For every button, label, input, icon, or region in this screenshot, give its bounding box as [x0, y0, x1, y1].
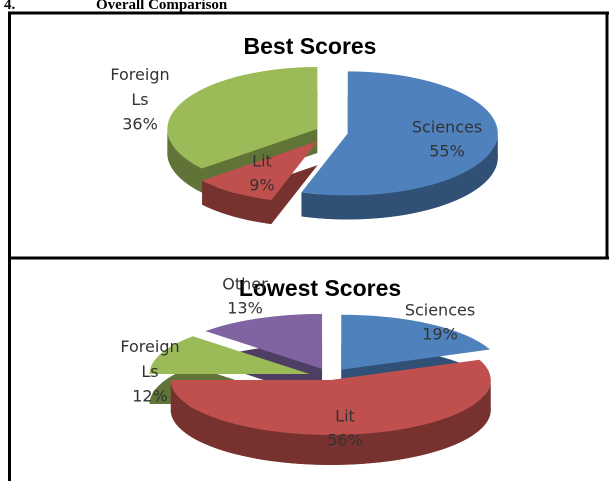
slice-value-label: 12%	[132, 387, 168, 406]
slice	[341, 314, 491, 370]
slice-label: Lit	[335, 407, 355, 426]
chart-title: Lowest Scores	[239, 275, 401, 301]
slice-label: Foreign Ls	[110, 65, 169, 109]
slice-side	[301, 133, 498, 220]
section-number: 4.	[4, 0, 16, 13]
slice-value-label: 36%	[122, 115, 158, 134]
slice-label: Foreign Ls	[120, 337, 179, 381]
slice-side	[202, 180, 272, 225]
slice-label: Sciences	[405, 301, 475, 320]
slice-value-label: 56%	[327, 431, 363, 450]
slice-side	[170, 379, 491, 465]
slice	[301, 71, 498, 196]
slice-label: Sciences	[412, 118, 482, 137]
slice-value-label: 55%	[429, 142, 465, 161]
slice-value-label: 13%	[227, 299, 263, 318]
slice-label: Lit	[252, 152, 272, 171]
slice	[149, 336, 310, 374]
slice	[202, 141, 318, 201]
chart-title: Best Scores	[244, 33, 377, 59]
slice-side	[167, 129, 202, 193]
slice	[167, 67, 318, 169]
slice	[205, 313, 323, 369]
slice-value-label: 19%	[422, 325, 458, 344]
section-title: Overall Comparison	[96, 0, 228, 13]
slice-label: Other	[222, 275, 268, 294]
slice-value-label: 9%	[249, 176, 274, 195]
slice	[170, 359, 491, 435]
